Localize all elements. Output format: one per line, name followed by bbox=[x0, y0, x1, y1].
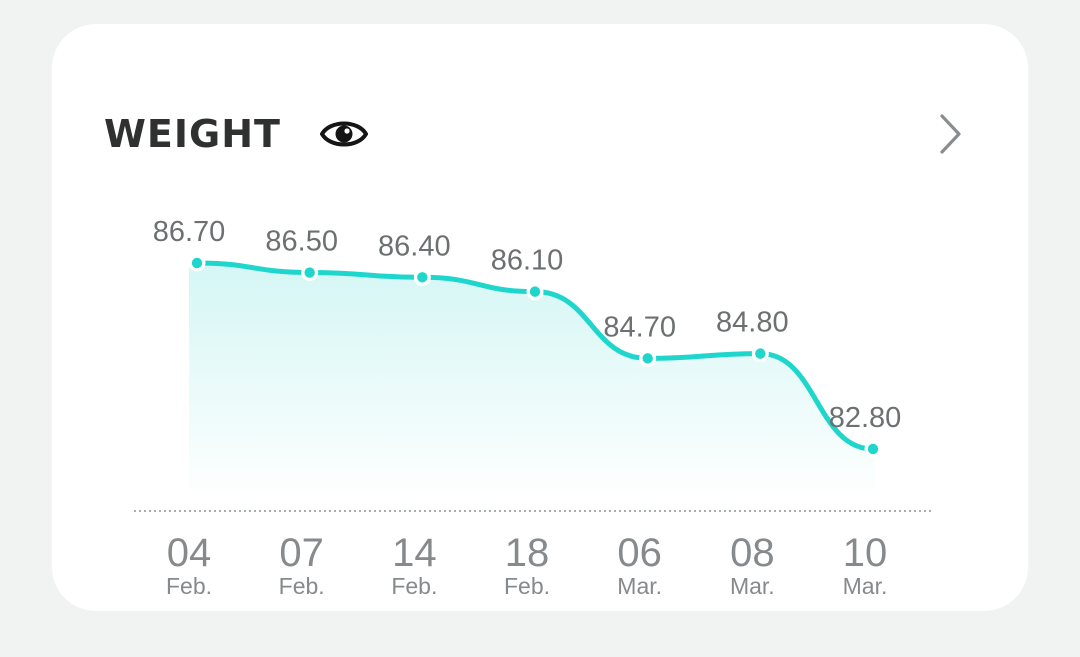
data-label: 86.50 bbox=[265, 226, 338, 258]
x-tick-month: Mar. bbox=[617, 573, 662, 599]
x-tick-month: Feb. bbox=[166, 573, 212, 599]
data-point bbox=[191, 257, 203, 269]
data-point bbox=[755, 348, 766, 359]
x-tick-month: Feb. bbox=[391, 573, 437, 599]
x-tick-day: 14 bbox=[392, 531, 437, 575]
data-point bbox=[417, 272, 428, 283]
x-tick-month: Mar. bbox=[730, 573, 775, 599]
x-tick-day: 04 bbox=[167, 531, 212, 575]
data-label: 84.70 bbox=[603, 311, 676, 343]
x-tick-day: 07 bbox=[279, 531, 324, 575]
x-tick-day: 10 bbox=[843, 531, 888, 575]
data-label: 86.40 bbox=[378, 230, 451, 262]
eye-icon[interactable] bbox=[320, 114, 368, 154]
x-tick-month: Feb. bbox=[279, 573, 325, 599]
data-label: 84.80 bbox=[716, 307, 789, 339]
data-label: 82.80 bbox=[829, 402, 902, 434]
area-fill bbox=[189, 263, 875, 501]
chevron-right-icon[interactable] bbox=[930, 112, 970, 156]
x-tick-day: 08 bbox=[730, 531, 775, 575]
data-point bbox=[529, 286, 541, 297]
card-title: WEIGHT bbox=[104, 112, 281, 156]
x-tick-day: 06 bbox=[617, 531, 662, 575]
data-label: 86.10 bbox=[491, 245, 564, 277]
data-point bbox=[867, 443, 879, 455]
data-point bbox=[304, 267, 315, 278]
data-point bbox=[642, 353, 653, 364]
x-tick-month: Feb. bbox=[504, 573, 550, 599]
data-label: 86.70 bbox=[153, 216, 226, 248]
x-tick-day: 18 bbox=[505, 531, 550, 575]
x-tick-month: Mar. bbox=[843, 573, 888, 599]
